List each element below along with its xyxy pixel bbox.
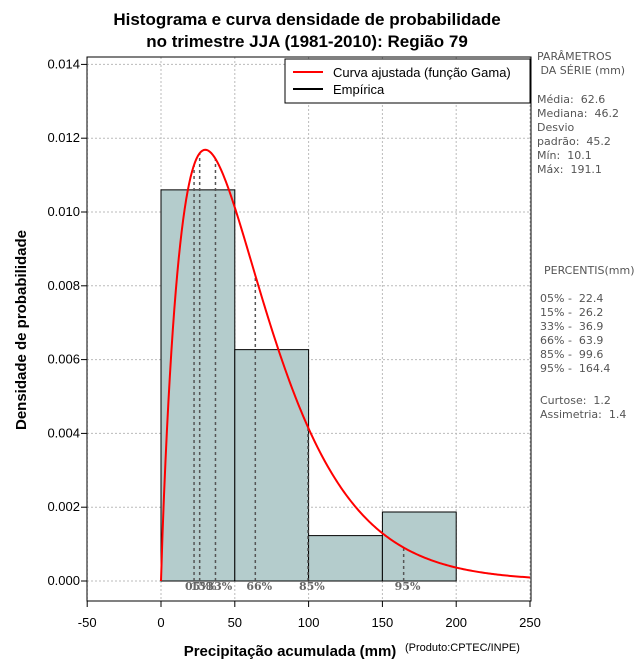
y-tick-label: 0.002 — [47, 499, 80, 514]
gamma-fit-curve — [160, 148, 531, 582]
y-tick-label: 0.004 — [47, 425, 80, 440]
percentile-label: 85% — [299, 580, 325, 593]
legend-label-empirical: Empírica — [333, 82, 385, 97]
percentile-label: 15% — [191, 580, 217, 593]
legend-box — [284, 58, 531, 104]
series-stats: Média: 62.6 Mediana: 46.2 Desvio padrão:… — [537, 93, 619, 176]
y-tick-label: 0.010 — [47, 204, 80, 219]
shape-stats: Curtose: 1.2 Assimetria: 1.4 — [540, 394, 627, 421]
y-tick-label: 0.014 — [47, 56, 80, 71]
percentis-title: PERCENTIS(mm) — [544, 264, 635, 277]
chart-title-line2: no trimestre JJA (1981-2010): Região 79 — [146, 32, 468, 51]
chart-title-line1: Histograma e curva densidade de probabil… — [113, 10, 500, 29]
histogram-bar — [308, 535, 383, 582]
histogram-bar — [234, 349, 310, 582]
x-tick-label: -50 — [78, 615, 97, 630]
credit-label: (Produto:CPTEC/INPE) — [405, 642, 520, 654]
percentile-label: 05% — [185, 580, 211, 593]
histogram-bar — [381, 511, 457, 582]
y-axis-label: Densidade de probabilidade — [13, 230, 30, 430]
percentile-label: 66% — [246, 580, 272, 593]
x-tick-label: 0 — [157, 615, 164, 630]
y-tick-label: 0.006 — [47, 352, 80, 367]
legend: Curva ajustada (função Gama) Empírica — [284, 58, 531, 104]
x-axis-label: Precipitação acumulada (mm) — [184, 643, 397, 660]
percentile-label: 33% — [206, 580, 232, 593]
x-tick-label: 250 — [519, 615, 541, 630]
percentis-values: 05% - 22.4 15% - 26.2 33% - 36.9 66% - 6… — [540, 292, 611, 375]
x-tick-label: 200 — [445, 615, 467, 630]
x-tick-label: 150 — [372, 615, 394, 630]
params-title: PARÂMETROS DA SÉRIE (mm) — [537, 50, 626, 77]
x-tick-label: 50 — [228, 615, 242, 630]
legend-label-gamma: Curva ajustada (função Gama) — [333, 65, 511, 80]
percentile-label: 95% — [395, 580, 421, 593]
x-tick-label: 100 — [298, 615, 320, 630]
y-tick-label: 0.000 — [47, 573, 80, 588]
y-tick-label: 0.008 — [47, 278, 80, 293]
y-tick-label: 0.012 — [47, 130, 80, 145]
histogram-bar — [160, 189, 236, 582]
